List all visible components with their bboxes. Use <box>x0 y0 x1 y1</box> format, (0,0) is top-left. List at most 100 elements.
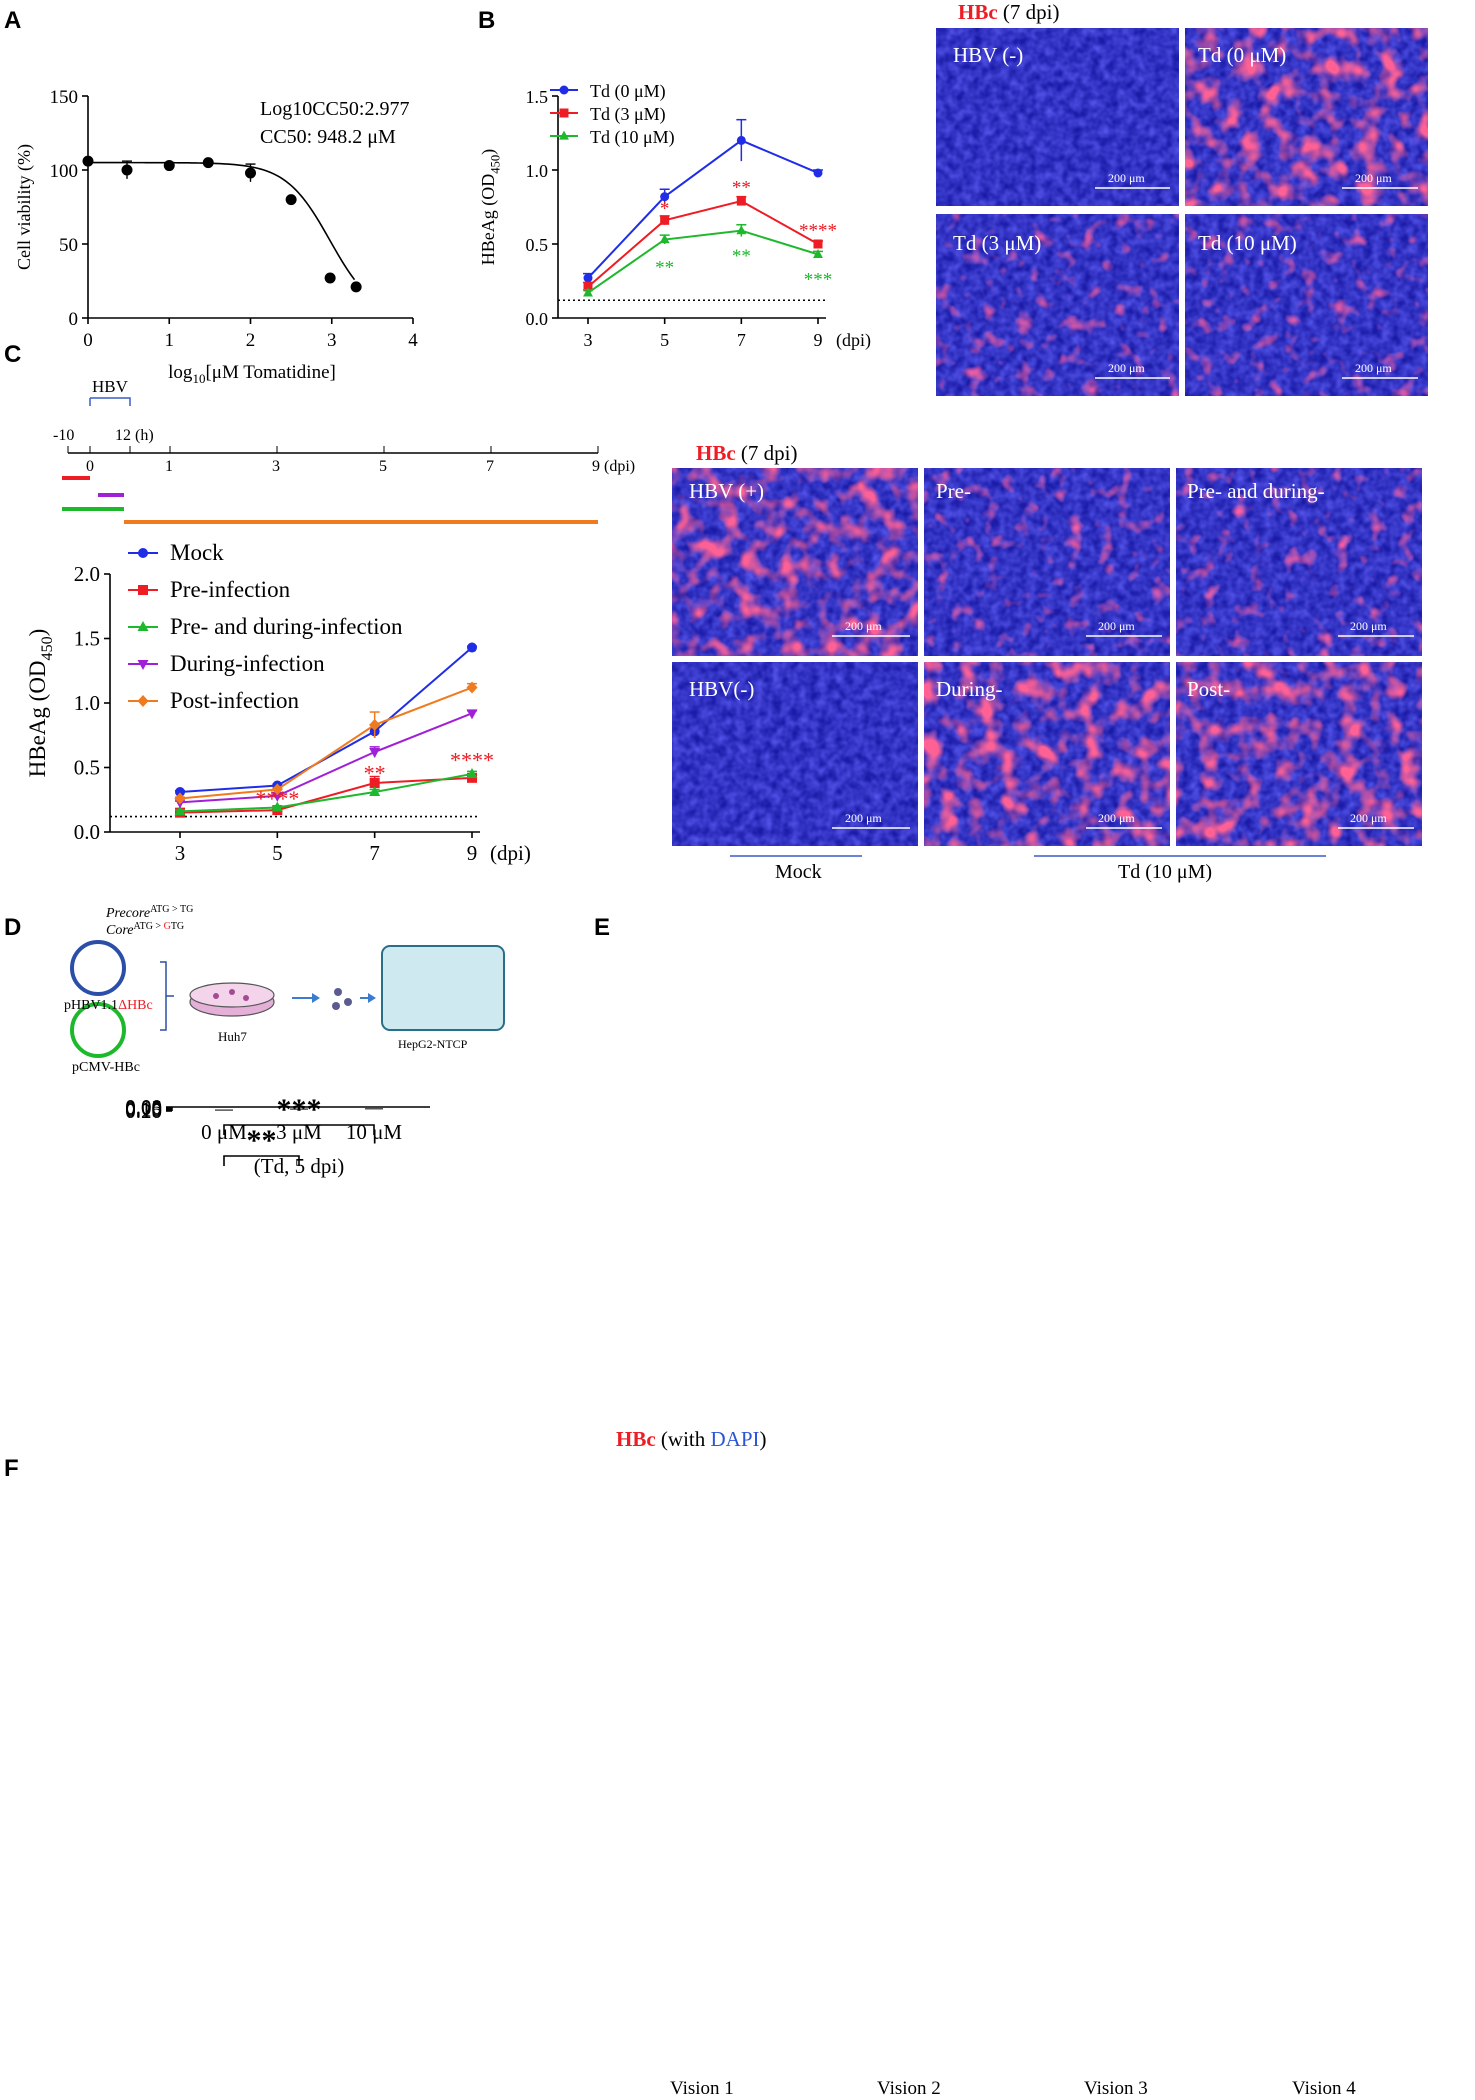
scale-label: 200 μm <box>1108 361 1145 375</box>
data-point <box>559 130 569 140</box>
precore-mutation: ATG > TG <box>150 904 193 915</box>
scale-label: 50 μm <box>1381 1843 1414 1858</box>
plasmid-hbc-label: pCMV-HBc <box>72 1060 140 1075</box>
plasmid-hbv-icon <box>70 940 126 996</box>
tile-label: Pre- <box>936 479 971 503</box>
legend-entry: Td (0 μM) <box>590 81 666 102</box>
legend-entry: Pre-infection <box>170 577 291 602</box>
panel-d-schematic: PrecoreATG > TG CoreATG > GTG pHBV1.1ΔHB… <box>64 904 505 1075</box>
panel-c-image-title: HBc (7 dpi) <box>696 441 798 465</box>
data-point <box>271 801 283 812</box>
x-tick-label: 7 <box>737 330 746 350</box>
series-line <box>179 646 473 794</box>
scale-label: 50 μm <box>1381 2052 1414 2067</box>
y-tick-label: 50 <box>59 235 78 256</box>
y-axis-label: HBeAg (OD450) <box>478 149 502 265</box>
timeline-tick: 12 (h) <box>115 427 154 444</box>
y-tick-label: 1.5 <box>526 87 549 107</box>
title-mid: (with <box>656 1427 711 1451</box>
data-point <box>369 748 381 759</box>
significance-mark: *** <box>804 269 833 290</box>
micro-tile-c4: HBV(-) 200 μm <box>672 662 918 846</box>
core-mutation-b: TG <box>171 921 184 932</box>
x-tick-label: 2 <box>246 330 256 351</box>
scale-label: 200 μm <box>1355 171 1392 185</box>
significance-mark: * <box>660 198 670 219</box>
data-point <box>813 248 823 258</box>
data-point <box>350 281 362 293</box>
legend-entry: During-infection <box>170 651 325 676</box>
legend-entry: Pre- and during-infection <box>170 614 403 639</box>
scale-label: 200 μm <box>845 619 882 633</box>
data-point <box>174 792 186 805</box>
scale-label: 200 μm <box>1350 811 1387 825</box>
data-point <box>138 548 148 558</box>
y-tick-label: 1.5 <box>74 627 100 651</box>
significance-bracket <box>223 1124 375 1135</box>
data-point <box>559 108 569 118</box>
y-tick-label: 0.00 <box>125 1095 162 1119</box>
series-line <box>587 139 819 279</box>
significance-mark: *** <box>277 1093 322 1126</box>
scale-label: 200 μm <box>1098 811 1135 825</box>
significance-mark: **** <box>799 221 837 242</box>
scale-label: 200 μm <box>845 811 882 825</box>
series-line <box>179 776 473 814</box>
row-label-wo-hbv: w/o HBV <box>612 1466 690 1488</box>
hbv-bracket <box>89 397 131 406</box>
title-end: ) <box>760 1427 767 1451</box>
significance-mark: ** <box>732 246 751 267</box>
legend-entry: Td (3 μM) <box>590 104 666 125</box>
data-point <box>466 767 478 778</box>
fit-curve <box>87 161 356 281</box>
tile-label: HBV(-) <box>689 677 754 701</box>
tile-label: Td (10 μM) <box>1198 231 1297 255</box>
chart-d-bars: 0.000.050.100.150.200 μM 3 μM 10 μM(Td, 5 … <box>125 1093 430 1178</box>
x-tick-label: 5 <box>272 841 283 865</box>
plasmid-hbc-icon <box>70 1002 126 1058</box>
y-axis-label: Cell viability (%) <box>14 144 35 270</box>
plasmid-hbv-delta: ΔHBc <box>118 998 153 1013</box>
x-unit-label: (dpi) <box>490 841 531 865</box>
tile-label: Pre- and during- <box>1187 479 1325 503</box>
data-point <box>466 681 478 694</box>
x-tick-label: 5 <box>660 330 669 350</box>
micro-tile-c5: During- 200 μm <box>924 662 1170 846</box>
x-tick-label: 0 <box>83 330 93 351</box>
precore-label: PrecoreATG > TG <box>105 904 193 921</box>
td-group-label: Td (10 μM) <box>1118 861 1212 883</box>
y-tick-label: 0.5 <box>74 756 100 780</box>
panel-b-microscopy: HBc (7 dpi) HBV (-) 200 μm Td (0 μM) 200… <box>936 0 1428 396</box>
data-point <box>736 135 746 145</box>
significance-mark: ** <box>247 1124 277 1157</box>
x-tick-label: 3 <box>584 330 593 350</box>
micro-tile-b2: Td (0 μM) 200 μm <box>1185 28 1428 206</box>
data-point <box>137 695 149 707</box>
cotransfection-bracket <box>160 961 174 1031</box>
tile-label: During- <box>936 677 1003 701</box>
tile-label: Td (3 μM) <box>953 231 1041 255</box>
timeline-tick: -10 <box>53 427 74 444</box>
cc50-annotation: CC50: 948.2 μM <box>260 126 396 148</box>
panel-label-a: A <box>4 7 21 34</box>
legend-entry: Mock <box>170 540 224 565</box>
panel-c-timeline: HBV -10 0 12 (h) 1 3 5 7 9 (dpi) <box>53 377 635 524</box>
row-label-mock-hbv: Mock + HBV <box>612 1671 723 1693</box>
significance-bracket <box>223 1155 300 1166</box>
data-point <box>202 157 214 169</box>
x-tick-label: 9 <box>814 330 823 350</box>
hbc-title-red: HBc <box>958 0 998 24</box>
huh7-label: Huh7 <box>218 1029 247 1044</box>
hbc-title-red: HBc <box>616 1427 656 1451</box>
core-text: Core <box>106 923 133 938</box>
scale-label: 200 μm <box>1350 619 1387 633</box>
data-point <box>369 786 381 797</box>
core-mutation-a: ATG > <box>133 921 163 932</box>
micro-tile-b4: Td (10 μM) 200 μm <box>1185 214 1428 396</box>
chart-b-hbeag: 0.00.51.01.53 5 7 9 (dpi)**************Td (0… <box>478 81 871 351</box>
y-tick-label: 0 <box>69 309 79 330</box>
x-tick-label: 4 <box>408 330 418 351</box>
data-point <box>659 234 670 244</box>
mock-group-label: Mock <box>775 861 822 883</box>
micro-tile-c3: Pre- and during- 200 μm <box>1176 468 1422 656</box>
